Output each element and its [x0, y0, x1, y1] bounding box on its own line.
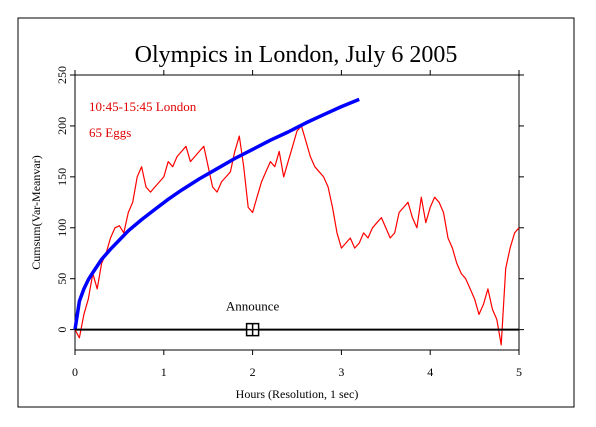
- x-axis-label: Hours (Resolution, 1 sec): [236, 387, 359, 401]
- figure-border: [17, 17, 575, 408]
- y-axis-label: Cumsum(Var-Meanvar): [29, 155, 43, 269]
- y-tick-label: 100: [55, 219, 69, 237]
- plot-border: [74, 74, 520, 351]
- annotation-time-window: 10:45-15:45 London: [89, 99, 197, 114]
- x-tick-label: 5: [516, 365, 522, 379]
- annotation-eggs: 65 Eggs: [89, 125, 131, 140]
- y-tick-label: 200: [55, 117, 69, 135]
- y-tick-label: 50: [55, 273, 69, 285]
- series-line-envelope: [73, 97, 360, 330]
- y-tick-label: 250: [55, 66, 69, 84]
- annotation-event-label: Announce: [226, 299, 280, 314]
- series-line-cumsum: [74, 125, 520, 346]
- chart-title: Olympics in London, July 6 2005: [135, 42, 458, 68]
- y-tick-label: 150: [55, 168, 69, 186]
- event-marker: [245, 322, 260, 337]
- y-tick-label: 0: [55, 327, 69, 333]
- x-tick-label: 0: [72, 365, 78, 379]
- x-tick-label: 2: [250, 365, 256, 379]
- x-tick-label: 1: [161, 365, 167, 379]
- series-layer: [73, 97, 520, 346]
- x-tick-label: 3: [338, 365, 344, 379]
- x-tick-label: 4: [427, 365, 433, 379]
